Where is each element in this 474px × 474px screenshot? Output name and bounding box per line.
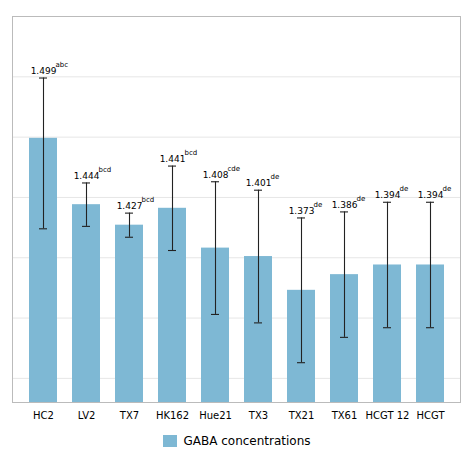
svg-text:cde: cde (228, 165, 241, 173)
svg-text:bcd: bcd (99, 166, 112, 174)
svg-text:de: de (400, 185, 409, 193)
svg-text:de: de (271, 173, 280, 181)
svg-text:1.441: 1.441 (160, 154, 186, 164)
svg-text:HCGT: HCGT (416, 410, 445, 421)
svg-text:1.373: 1.373 (289, 206, 315, 216)
svg-text:HCGT 12: HCGT 12 (366, 410, 410, 421)
svg-text:de: de (314, 201, 323, 209)
svg-text:TX21: TX21 (288, 410, 315, 421)
svg-text:1.401: 1.401 (246, 178, 272, 188)
svg-text:1.427: 1.427 (117, 201, 143, 211)
svg-text:HC2: HC2 (33, 410, 54, 421)
svg-text:1.408: 1.408 (203, 170, 229, 180)
svg-text:TX3: TX3 (248, 410, 268, 421)
svg-text:LV2: LV2 (78, 410, 96, 421)
svg-text:TX61: TX61 (331, 410, 358, 421)
svg-text:TX7: TX7 (119, 410, 139, 421)
svg-text:de: de (443, 185, 452, 193)
svg-text:abc: abc (56, 61, 69, 69)
svg-text:1.394: 1.394 (375, 190, 401, 200)
svg-text:Hue21: Hue21 (199, 410, 232, 421)
svg-text:1.444: 1.444 (74, 171, 100, 181)
html-text:GABA concentrations: GABA concentrations (183, 434, 311, 448)
svg-text:1.386: 1.386 (332, 200, 358, 210)
svg-text:HK162: HK162 (156, 410, 189, 421)
svg-text:bcd: bcd (185, 149, 198, 157)
svg-text:bcd: bcd (142, 196, 155, 204)
svg-text:1.394: 1.394 (418, 190, 444, 200)
svg-text:1.499: 1.499 (31, 66, 57, 76)
svg-text:de: de (357, 195, 366, 203)
